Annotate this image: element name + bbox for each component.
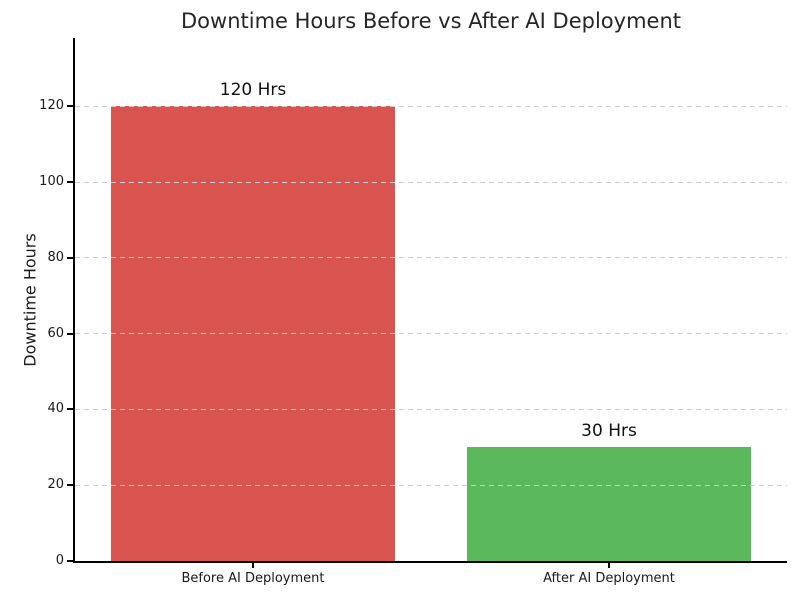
x-tick-mark-0 <box>252 563 254 568</box>
y-tick-label-80: 80 <box>47 249 64 265</box>
y-tick-mark-120 <box>67 105 74 108</box>
x-tick-label-0: Before AI Deployment <box>181 571 325 586</box>
y-tick-label-0: 0 <box>55 553 64 568</box>
y-tick-label-100: 100 <box>39 174 64 189</box>
y-tick-label-120: 120 <box>39 98 64 114</box>
y-tick-mark-100 <box>67 181 74 183</box>
gridline-y-120 <box>75 105 787 107</box>
chart-title: Downtime Hours Before vs After AI Deploy… <box>181 9 681 33</box>
y-tick-mark-60 <box>67 332 74 335</box>
gridline-y-40 <box>75 408 787 410</box>
x-tick-mark-1 <box>608 563 610 568</box>
gridline-y-80 <box>75 257 787 259</box>
gridline-y-20 <box>75 484 787 486</box>
y-tick-label-40: 40 <box>47 401 64 417</box>
y-tick-mark-40 <box>67 408 74 411</box>
gridline-y-60 <box>75 333 787 335</box>
x-tick-label-1: After AI Deployment <box>543 571 675 586</box>
bar-1 <box>466 447 752 561</box>
bar-value-label-0: 120 Hrs <box>219 80 287 101</box>
y-tick-label-60: 60 <box>47 325 64 341</box>
y-tick-mark-80 <box>67 256 74 259</box>
y-tick-mark-0 <box>67 560 74 562</box>
gridline-y-100 <box>75 181 787 183</box>
y-tick-label-20: 20 <box>47 477 64 493</box>
y-tick-mark-20 <box>67 484 74 487</box>
plot-area: 120 Hrs 30 Hrs <box>73 38 787 563</box>
bar-value-label-1: 30 Hrs <box>581 421 637 442</box>
